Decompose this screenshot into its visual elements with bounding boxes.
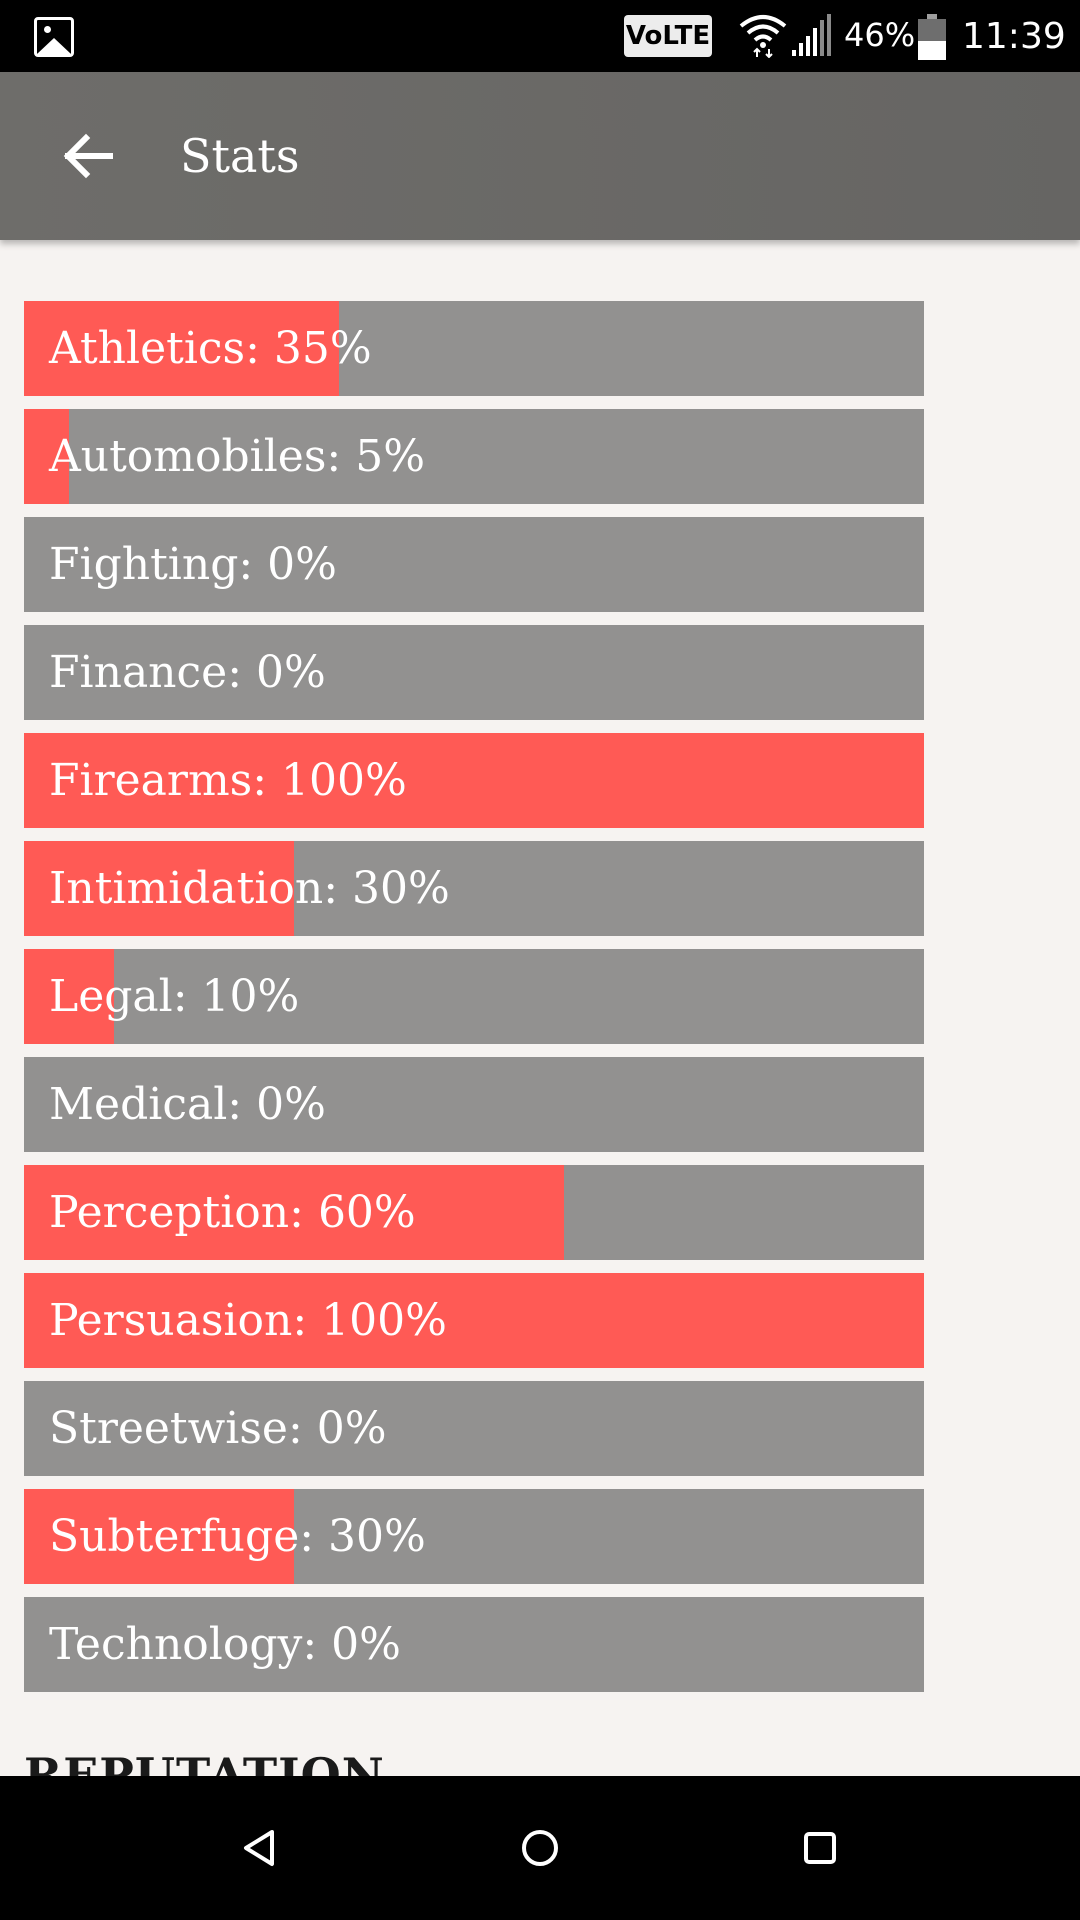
stat-label: Automobiles: 5% — [49, 431, 426, 482]
stat-bar: Fighting: 0% — [24, 517, 924, 612]
stat-bar-fill — [24, 301, 339, 396]
back-triangle-icon — [244, 1830, 274, 1866]
stat-bar-fill — [24, 409, 69, 504]
stat-bar: Streetwise: 0% — [24, 1381, 924, 1476]
system-nav-bar — [0, 1776, 1080, 1920]
wifi-icon — [739, 15, 787, 58]
stat-label: Fighting: 0% — [49, 539, 337, 590]
stat-bar: Finance: 0% — [24, 625, 924, 720]
nav-recents-button[interactable] — [784, 1812, 856, 1884]
stat-bar: Automobiles: 5% — [24, 409, 924, 504]
stat-label: Technology: 0% — [49, 1619, 401, 1670]
stat-label: Streetwise: 0% — [49, 1403, 387, 1454]
stat-bar-fill — [24, 1489, 294, 1584]
stat-bar-fill — [24, 841, 294, 936]
arrow-back-icon — [63, 133, 113, 179]
stat-label: Firearms: 100% — [49, 755, 407, 806]
stat-bar: Athletics: 35% — [24, 301, 924, 396]
nav-home-button[interactable] — [504, 1812, 576, 1884]
stat-bar: Firearms: 100% — [24, 733, 924, 828]
battery-icon — [918, 14, 946, 60]
stat-label: Medical: 0% — [49, 1079, 326, 1130]
stat-bar: Medical: 0% — [24, 1057, 924, 1152]
stat-bar: Persuasion: 100% — [24, 1273, 924, 1368]
stat-bar-fill — [24, 733, 924, 828]
home-circle-icon — [522, 1830, 558, 1866]
stat-label: Athletics: 35% — [49, 323, 372, 374]
clock: 11:39 — [962, 16, 1066, 57]
stat-label: Perception: 60% — [49, 1187, 416, 1238]
nav-back-button[interactable] — [224, 1812, 296, 1884]
cellular-signal-icon — [792, 14, 831, 56]
battery-percent: 46% — [844, 16, 916, 54]
gallery-notification-icon — [34, 17, 74, 57]
stat-bar: Legal: 10% — [24, 949, 924, 1044]
back-button[interactable] — [48, 116, 128, 196]
stat-bar: Technology: 0% — [24, 1597, 924, 1692]
stat-bar-fill — [24, 1165, 564, 1260]
recents-square-icon — [804, 1832, 836, 1864]
stat-label: Intimidation: 30% — [49, 863, 450, 914]
stat-bar-fill — [24, 1273, 924, 1368]
stat-label: Finance: 0% — [49, 647, 326, 698]
stat-bar: Intimidation: 30% — [24, 841, 924, 936]
stat-label: Legal: 10% — [49, 971, 300, 1022]
stat-label: Subterfuge: 30% — [49, 1511, 426, 1562]
app-bar: Stats — [0, 72, 1080, 240]
stat-bar-fill — [24, 949, 114, 1044]
status-bar: VoLTE 46% 11:39 — [0, 0, 1080, 72]
stat-label: Persuasion: 100% — [49, 1295, 447, 1346]
page-title: Stats — [180, 129, 300, 183]
stat-bar: Subterfuge: 30% — [24, 1489, 924, 1584]
volte-badge: VoLTE — [624, 15, 712, 57]
stats-list: Athletics: 35% Automobiles: 5% Fighting: 0… — [24, 301, 924, 1705]
stat-bar: Perception: 60% — [24, 1165, 924, 1260]
